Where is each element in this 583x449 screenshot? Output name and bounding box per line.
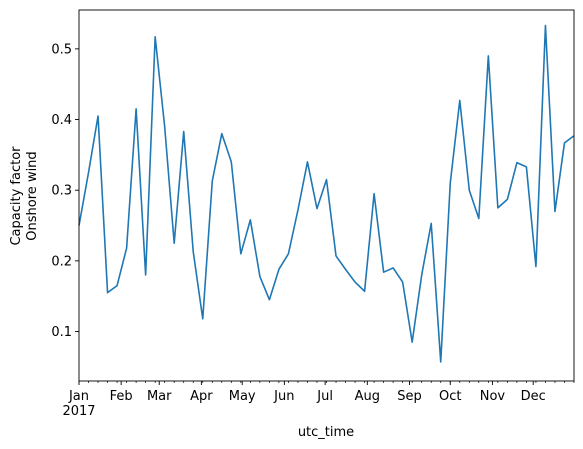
x-tick-label: Jun: [273, 389, 294, 404]
y-tick-label: 0.3: [51, 184, 72, 199]
y-axis-ticks: 0.1 0.2 0.3 0.4 0.5: [51, 42, 79, 340]
x-tick-label: Nov: [480, 389, 506, 404]
x-tick-label: Feb: [110, 389, 133, 404]
y-tick-label: 0.2: [51, 254, 72, 269]
series-line-onshore-wind: [78, 24, 575, 363]
x-tick-label: May: [229, 389, 256, 404]
x-tick-label: Dec: [521, 389, 546, 404]
x-tick-label: Jul: [316, 389, 333, 404]
y-tick-label: 0.1: [51, 325, 72, 340]
y-tick-label: 0.4: [51, 113, 72, 128]
x-tick-label: Apr: [190, 389, 213, 404]
y-axis-label-line-1: Capacity factor: [9, 146, 24, 246]
x-tick-label: Oct: [439, 389, 461, 404]
x-axis-label: utc_time: [298, 425, 354, 440]
x-tick-label: Aug: [355, 389, 380, 404]
x-axis-ticks: Jan Feb Mar Apr May Jun Jul Aug Sep Oct Nov Dec: [68, 381, 575, 404]
plot-area: [79, 10, 574, 381]
plot-frame: [78, 9, 575, 382]
x-tick-label: Jan: [68, 389, 89, 404]
x-axis-year-label: 2017: [62, 404, 95, 419]
y-tick-label: 0.5: [51, 42, 72, 57]
x-tick-label: Mar: [147, 389, 172, 404]
y-axis-label-line-2: Onshore wind: [25, 151, 40, 240]
x-tick-label: Sep: [397, 389, 422, 404]
